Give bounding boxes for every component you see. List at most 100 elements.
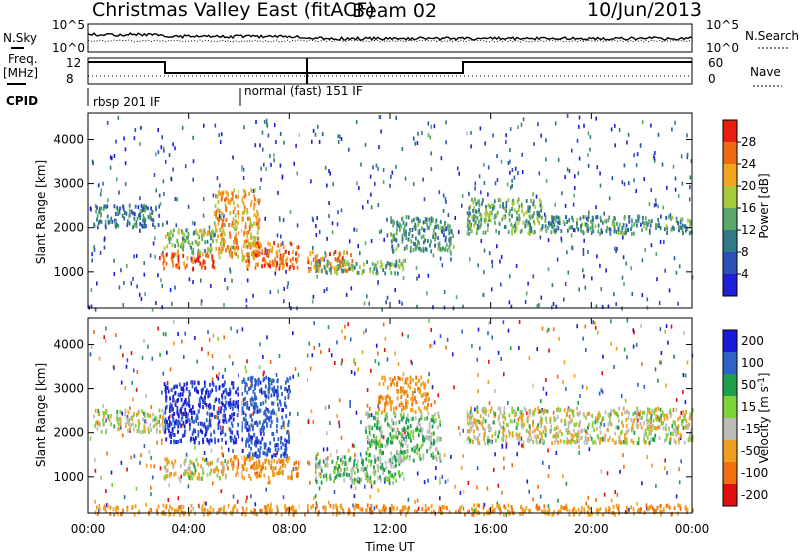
echo-cell	[227, 192, 229, 196]
echo-cell	[173, 342, 175, 346]
echo-cell	[396, 228, 398, 232]
echo-cell	[604, 219, 606, 223]
echo-cell	[172, 432, 174, 436]
echo-cell	[430, 125, 432, 129]
echo-cell	[631, 232, 633, 236]
echo-cell	[253, 409, 255, 413]
echo-cell	[562, 474, 564, 478]
echo-cell	[253, 244, 255, 248]
echo-cell	[526, 291, 528, 295]
echo-cell	[282, 408, 284, 412]
echo-cell	[269, 243, 271, 247]
echo-cell	[585, 286, 587, 290]
echo-cell	[94, 248, 96, 252]
echo-cell	[488, 165, 490, 169]
echo-cell	[128, 411, 130, 415]
echo-cell	[297, 258, 299, 262]
echo-cell	[143, 261, 145, 265]
echo-cell	[407, 400, 409, 404]
echo-cell	[619, 439, 621, 443]
echo-cell	[678, 225, 680, 229]
echo-cell	[220, 461, 222, 465]
echo-cell	[163, 192, 165, 196]
echo-cell	[501, 491, 503, 495]
echo-cell	[246, 496, 248, 500]
echo-cell	[519, 436, 521, 440]
echo-cell	[532, 430, 534, 434]
echo-cell	[312, 300, 314, 304]
echo-cell	[379, 400, 381, 404]
echo-cell	[334, 466, 336, 470]
echo-cell	[98, 421, 100, 425]
echo-cell	[659, 425, 661, 429]
echo-cell	[235, 440, 237, 444]
echo-cell	[273, 388, 275, 392]
echo-cell	[479, 174, 481, 178]
echo-cell	[416, 217, 418, 221]
echo-cell	[380, 430, 382, 434]
echo-cell	[415, 382, 417, 386]
echo-cell	[186, 453, 188, 457]
y-tick-label: 3000	[53, 177, 84, 191]
echo-cell	[487, 223, 489, 227]
echo-cell	[625, 418, 627, 422]
echo-cell	[205, 390, 207, 394]
echo-cell	[234, 227, 236, 231]
echo-cell	[277, 289, 279, 293]
echo-cell	[229, 388, 231, 392]
echo-cell	[357, 504, 359, 508]
echo-cell	[385, 300, 387, 304]
echo-cell	[176, 223, 178, 227]
echo-cell	[501, 255, 503, 259]
echo-cell	[212, 381, 214, 385]
echo-cell	[499, 260, 501, 264]
echo-cell	[542, 224, 544, 228]
echo-cell	[492, 133, 494, 137]
echo-cell	[97, 214, 99, 218]
echo-cell	[166, 253, 168, 257]
echo-cell	[573, 194, 575, 198]
echo-cell	[211, 461, 213, 465]
echo-cell	[387, 233, 389, 237]
echo-cell	[370, 433, 372, 437]
echo-cell	[260, 167, 262, 171]
echo-cell	[468, 422, 470, 426]
echo-cell	[449, 225, 451, 229]
echo-cell	[267, 254, 269, 258]
echo-cell	[516, 432, 518, 436]
echo-cell	[470, 144, 472, 148]
echo-cell	[517, 125, 519, 129]
echo-cell	[190, 380, 192, 384]
echo-cell	[567, 167, 569, 171]
echo-cell	[107, 121, 109, 125]
echo-cell	[550, 417, 552, 421]
echo-cell	[580, 217, 582, 221]
echo-cell	[547, 409, 549, 413]
echo-cell	[403, 415, 405, 419]
echo-cell	[566, 482, 568, 486]
echo-cell	[644, 222, 646, 226]
echo-cell	[536, 434, 538, 438]
echo-cell	[110, 506, 112, 510]
echo-cell	[423, 228, 425, 232]
echo-cell	[110, 217, 112, 221]
echo-cell	[195, 260, 197, 264]
echo-cell	[310, 367, 312, 371]
echo-cell	[262, 401, 264, 405]
echo-cell	[152, 475, 154, 479]
echo-cell	[578, 423, 580, 427]
echo-cell	[223, 409, 225, 413]
echo-cell	[250, 376, 252, 380]
echo-cell	[382, 268, 384, 272]
echo-cell	[642, 216, 644, 220]
echo-cell	[395, 165, 397, 169]
echo-cell	[636, 163, 638, 167]
echo-cell	[164, 382, 166, 386]
echo-cell	[354, 459, 356, 463]
echo-cell	[217, 416, 219, 420]
echo-cell	[548, 267, 550, 271]
echo-cell	[540, 236, 542, 240]
echo-cell	[94, 224, 96, 228]
echo-cell	[191, 416, 193, 420]
echo-cell	[164, 475, 166, 479]
